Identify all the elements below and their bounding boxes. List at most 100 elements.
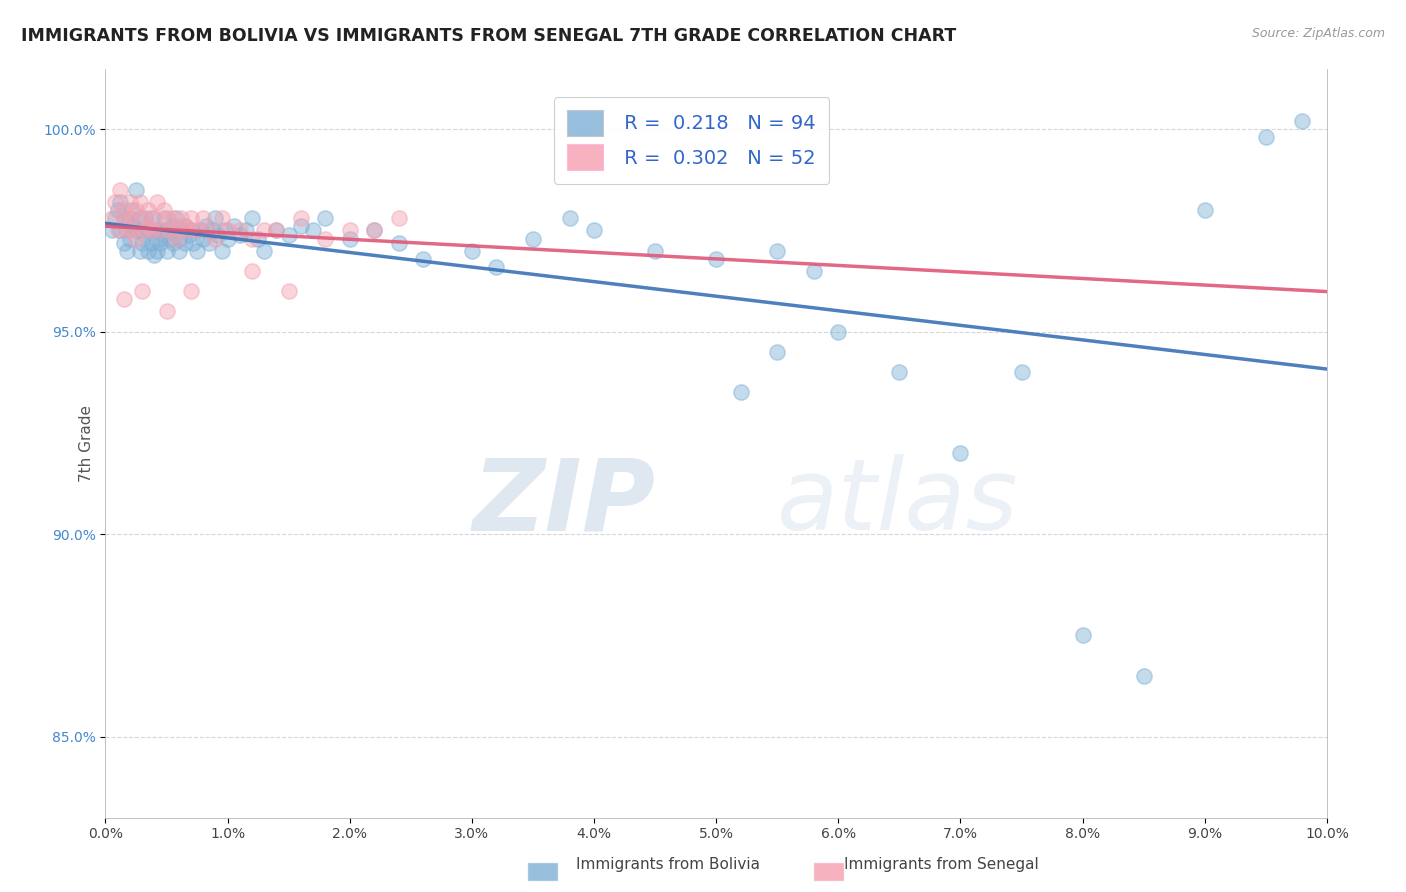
Point	[211, 211, 233, 226]
Point	[112, 211, 135, 226]
Point	[131, 211, 153, 226]
Point	[1011, 365, 1033, 379]
Point	[153, 211, 176, 226]
Point	[155, 211, 177, 226]
Point	[461, 244, 484, 258]
Point	[162, 235, 184, 250]
Point	[118, 195, 141, 210]
Point	[193, 211, 215, 226]
Point	[277, 227, 299, 242]
Point	[131, 235, 153, 250]
Point	[253, 223, 276, 237]
Point	[170, 223, 193, 237]
Point	[128, 195, 150, 210]
Point	[1071, 628, 1094, 642]
Point	[145, 244, 167, 258]
Point	[644, 244, 666, 258]
Point	[136, 203, 159, 218]
Point	[107, 223, 129, 237]
Point	[145, 231, 167, 245]
Point	[803, 264, 825, 278]
Point	[157, 231, 180, 245]
Point	[118, 211, 141, 226]
Point	[485, 260, 508, 274]
Point	[136, 223, 159, 237]
Point	[173, 235, 195, 250]
Point	[363, 223, 385, 237]
Point	[766, 345, 789, 359]
Point	[207, 227, 229, 242]
Text: atlas: atlas	[778, 455, 1019, 551]
Point	[157, 223, 180, 237]
Text: Immigrants from Senegal: Immigrants from Senegal	[844, 857, 1039, 872]
Point	[155, 244, 177, 258]
Point	[104, 195, 127, 210]
Point	[766, 244, 789, 258]
Point	[827, 325, 849, 339]
Point	[180, 223, 202, 237]
Point	[153, 203, 176, 218]
Text: ZIP: ZIP	[472, 455, 655, 551]
Point	[170, 211, 193, 226]
Point	[190, 223, 212, 237]
Point	[165, 231, 187, 245]
Point	[247, 231, 270, 245]
Point	[141, 235, 163, 250]
Point	[193, 231, 215, 245]
Point	[1132, 669, 1154, 683]
Point	[388, 211, 411, 226]
Point	[155, 223, 177, 237]
Point	[104, 211, 127, 226]
Point	[136, 219, 159, 234]
Point	[108, 223, 131, 237]
Point	[108, 183, 131, 197]
Point	[143, 211, 166, 226]
Y-axis label: 7th Grade: 7th Grade	[79, 405, 94, 482]
Point	[388, 235, 411, 250]
Point	[949, 446, 972, 460]
Point	[204, 211, 226, 226]
Point	[314, 211, 336, 226]
Point	[266, 223, 288, 237]
Point	[266, 223, 288, 237]
Point	[217, 223, 239, 237]
Point	[217, 231, 239, 245]
Point	[131, 284, 153, 298]
Point	[117, 223, 139, 237]
Point	[118, 231, 141, 245]
Point	[186, 223, 208, 237]
Point	[177, 223, 200, 237]
Point	[214, 223, 236, 237]
Point	[1254, 130, 1277, 145]
Point	[125, 203, 148, 218]
Point	[235, 223, 257, 237]
Point	[582, 223, 605, 237]
Point	[194, 219, 217, 234]
Point	[180, 284, 202, 298]
Point	[167, 231, 190, 245]
Point	[1194, 203, 1216, 218]
Point	[240, 264, 263, 278]
Point	[302, 223, 325, 237]
Point	[363, 223, 385, 237]
Point	[121, 219, 143, 234]
Point	[125, 231, 148, 245]
Point	[112, 211, 135, 226]
Point	[112, 293, 135, 307]
Point	[339, 231, 361, 245]
Point	[162, 219, 184, 234]
Point	[145, 195, 167, 210]
Point	[128, 244, 150, 258]
Point	[730, 385, 752, 400]
Point	[128, 211, 150, 226]
Point	[125, 223, 148, 237]
Point	[165, 223, 187, 237]
Point	[412, 252, 434, 266]
Point	[186, 244, 208, 258]
Point	[149, 235, 172, 250]
Text: Immigrants from Bolivia: Immigrants from Bolivia	[576, 857, 761, 872]
Point	[143, 248, 166, 262]
Point	[277, 284, 299, 298]
Point	[198, 235, 221, 250]
Point	[117, 244, 139, 258]
